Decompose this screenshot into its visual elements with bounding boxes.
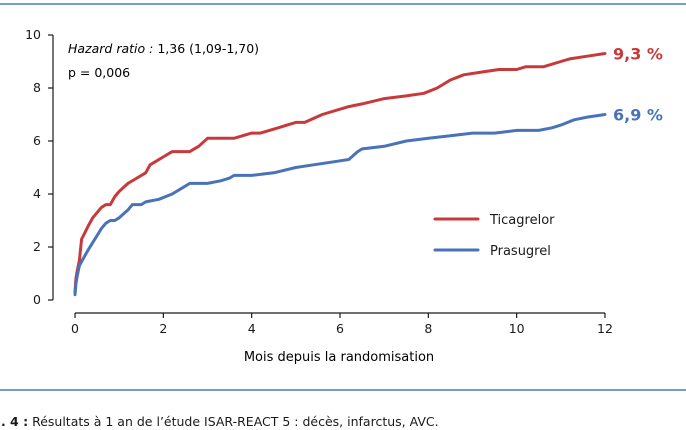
chart-annotations: Hazard ratio : 1,36 (1,09-1,70) p = 0,00… [68,41,259,80]
top-rule [0,3,686,5]
x-tick-label: 0 [71,321,79,336]
prasugrel-end-label: 6,9 % [613,106,663,125]
prasugrel-legend-label: Prasugrel [490,244,551,259]
hazard-ratio-annotation: Hazard ratio : 1,36 (1,09-1,70) [68,41,259,56]
caption-text: Résultats à 1 an de l’étude ISAR-REACT 5… [28,414,439,429]
x-tick-label: 12 [597,321,613,336]
hazard-ratio-value: 1,36 (1,09-1,70) [157,41,259,56]
y-tick-label: 8 [33,80,41,95]
x-tick-label: 4 [248,321,256,336]
y-tick-label: 0 [33,292,41,307]
bottom-rule [0,389,686,391]
x-tick-label: 10 [509,321,525,336]
chart-figure: 0 2 4 6 8 10 0 2 4 6 8 10 12 9,3 % 6,9 % Hazard ratio… [25,27,663,365]
figure-caption: g. 4 : Résultats à 1 an de l’étude ISAR-… [0,414,439,429]
hazard-ratio-label: Hazard ratio : [68,41,153,56]
x-tick-label: 8 [424,321,432,336]
x-axis-label: Mois depuis la randomisation [244,350,434,365]
y-tick-label: 6 [33,133,41,148]
p-value-annotation: p = 0,006 [68,65,130,80]
y-tick-label: 2 [33,239,41,254]
x-tick-label: 2 [159,321,167,336]
chart-legend: Ticagrelor Prasugrel [433,213,555,259]
chart-lines: 9,3 % 6,9 % [73,45,663,297]
x-tick-label: 6 [336,321,344,336]
y-tick-label: 4 [33,186,41,201]
y-tick-label: 10 [25,27,41,42]
caption-prefix: g. 4 : [0,414,29,429]
ticagrelor-end-label: 9,3 % [613,45,663,64]
ticagrelor-line [73,52,607,294]
prasugrel-line [73,113,607,297]
chart-axes: 0 2 4 6 8 10 0 2 4 6 8 10 12 [25,27,613,336]
ticagrelor-legend-label: Ticagrelor [489,213,555,228]
